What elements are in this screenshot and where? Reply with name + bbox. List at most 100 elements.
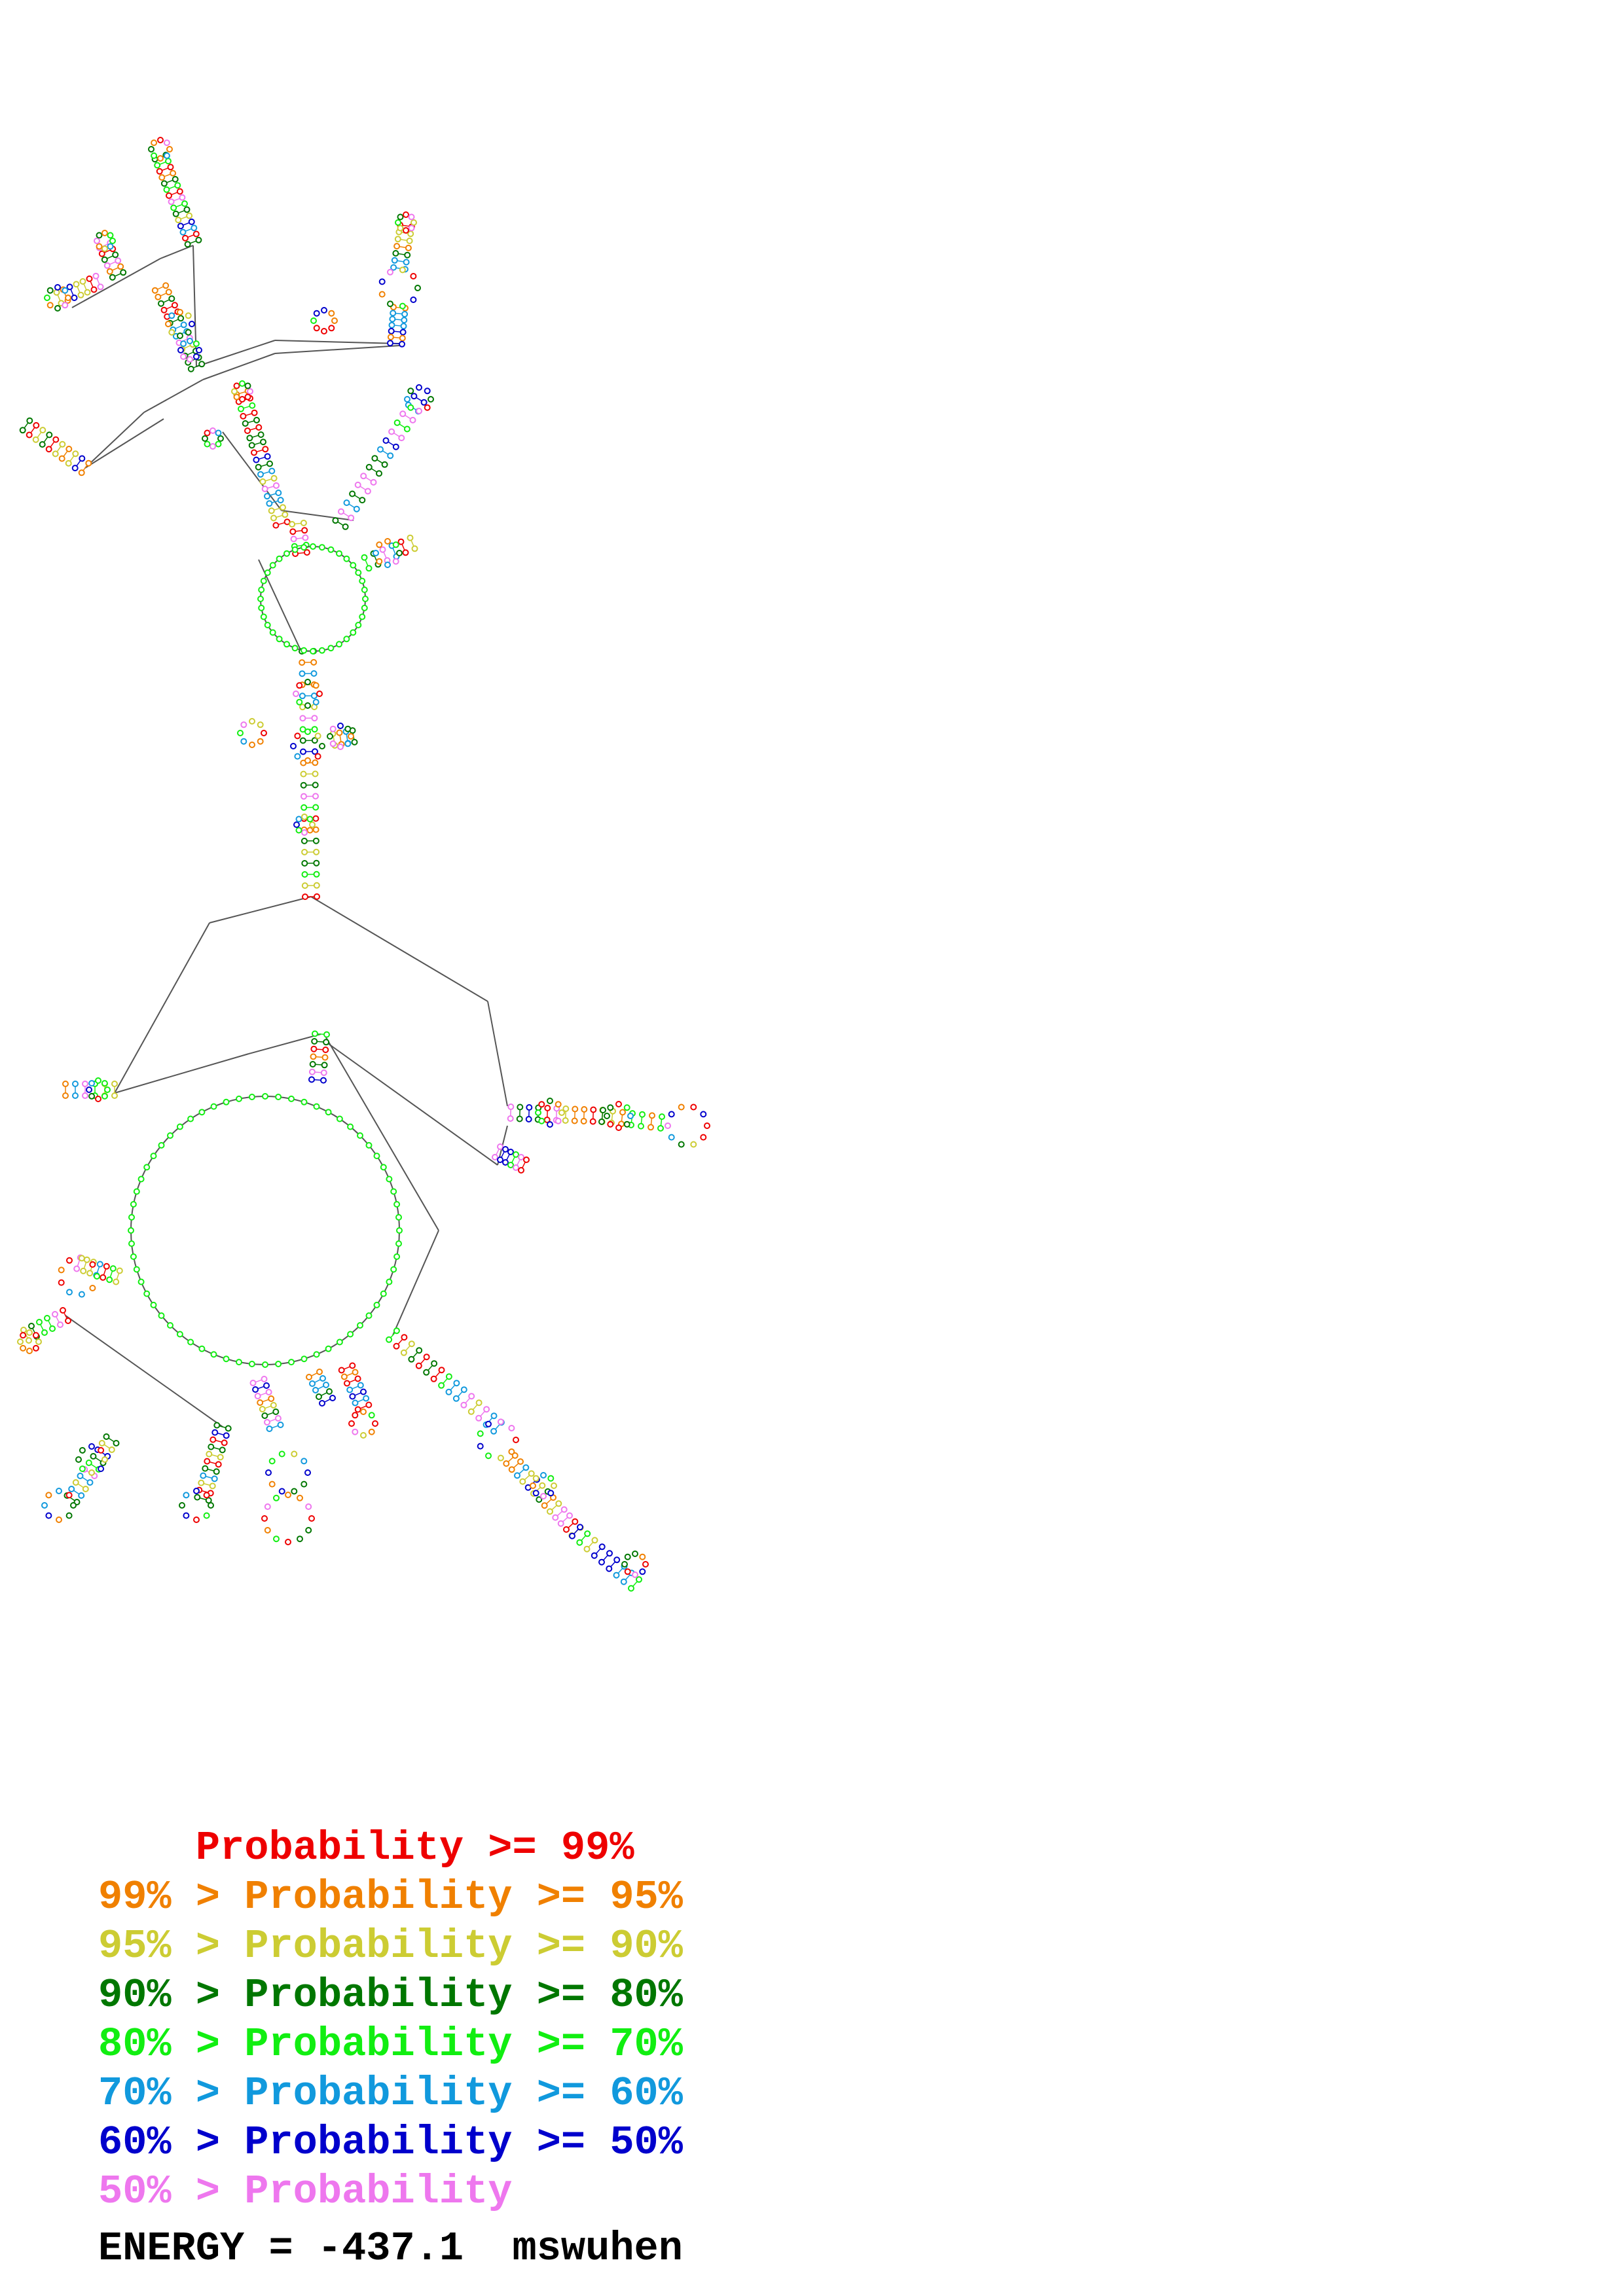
loop-nucleotide [350,629,357,636]
nucleotide [65,1318,71,1324]
nucleotide [344,1380,350,1387]
hairpin-nucleotide [555,1117,562,1124]
helix-lower-right-1 [386,1327,505,1435]
nucleotide [555,1500,562,1507]
backbone-segment [84,418,164,469]
nucleotide [312,759,319,766]
nucleotide [274,1415,282,1422]
backbone-top [196,340,276,367]
nucleotide [393,1327,400,1335]
hairpin-nucleotide [183,1492,190,1499]
nucleotide [86,1479,94,1486]
loop-nucleotide [176,1331,183,1338]
nucleotide [244,427,251,435]
nucleotide [272,1408,280,1415]
nucleotide [299,715,306,722]
helix-right-3 [492,1143,530,1174]
hairpin-nucleotide [532,1475,539,1482]
nucleotide [106,1276,113,1283]
hairpin-nucleotide [513,1437,519,1443]
nucleotide [33,422,40,429]
hairpin-nucleotide [329,740,337,747]
nucleotide [507,1162,514,1168]
hairpin-nucleotide [328,325,335,332]
hairpin-nucleotide [151,152,158,159]
nucleotide [313,870,320,878]
nucleotide [223,1432,230,1439]
hairpin-nucleotide [26,1348,33,1354]
hairpin-nucleotide [54,284,61,291]
nucleotide [647,1124,654,1131]
nucleotide [259,478,266,485]
hairpin-nucleotide [384,538,391,545]
nucleotide [523,1157,530,1163]
nucleotide [519,1478,526,1485]
hairpin-nucleotide [101,1092,108,1100]
hairpin-nucleotide [604,1113,610,1119]
hairpin-nucleotide [414,285,421,291]
nucleotide [85,459,92,467]
helix-top-3 [53,272,104,307]
hairpin-nucleotide [265,1469,272,1476]
loop-nucleotide [258,586,265,594]
nucleotide [299,670,306,677]
nucleotide [516,1115,523,1122]
hairpin-nucleotide [180,340,187,348]
nucleotide [312,837,319,844]
hairpin-nucleotide [107,243,114,250]
nucleotide [106,268,113,275]
hairpin-nucleotide [217,435,224,442]
nucleotide [391,257,398,264]
loop-nucleotide [150,1153,157,1160]
nucleotide [62,1081,69,1087]
hairpin-nucleotide [530,1482,536,1489]
hairpin-nucleotide [237,730,244,736]
helix-mid-2 [332,393,428,530]
nucleotide [393,243,401,250]
nucleotide [251,409,258,416]
nucleotide [80,1267,87,1274]
nucleotide [467,1408,475,1415]
hairpin-nucleotide [79,1446,86,1454]
hairpin-nucleotide [310,317,317,324]
nucleotide [338,508,344,515]
hairpin-nucleotide [79,1465,86,1473]
hairpin-nucleotide [268,1480,276,1488]
nucleotide [310,658,318,666]
hairpin-nucleotide [78,1255,85,1262]
hairpin-nucleotide [331,317,338,324]
legend-row-p80: 90% > Probability >= 80% [98,1972,683,2018]
nucleotide [528,1470,535,1477]
hairpin-nucleotide [20,1344,27,1352]
hairpin-nucleotide [301,1458,308,1465]
nucleotide [221,1439,228,1446]
nucleotide [460,1401,467,1408]
hairpin-nucleotide [392,541,399,548]
nucleotide [176,188,183,195]
nucleotide [84,289,91,296]
nucleotide [26,417,33,424]
nucleotide [354,1375,361,1382]
loop-nucleotide [361,604,368,611]
nucleotide [100,1274,107,1281]
loop-nucleotide [365,1312,373,1319]
loop-nucleotide [373,1153,380,1160]
nucleotide [552,1514,559,1521]
loop-nucleotide [357,1322,363,1329]
nucleotide [314,893,320,900]
nucleotide [162,282,170,289]
loop-nucleotide [128,1227,134,1234]
nucleotide [323,1031,330,1038]
nucleotide [92,272,100,279]
hairpin-nucleotide [293,691,299,697]
hairpin-nucleotide [109,238,116,244]
loop-nucleotide [167,1322,173,1329]
nucleotide [255,424,263,431]
nucleotide [507,1115,514,1122]
hairpin-nucleotide [26,1329,33,1336]
hairpin-nucleotide [304,679,311,685]
hairpin-nucleotide [348,1420,355,1427]
nucleotide [503,1460,510,1467]
nucleotide [490,1427,498,1435]
hairpin-nucleotide [45,1512,52,1519]
